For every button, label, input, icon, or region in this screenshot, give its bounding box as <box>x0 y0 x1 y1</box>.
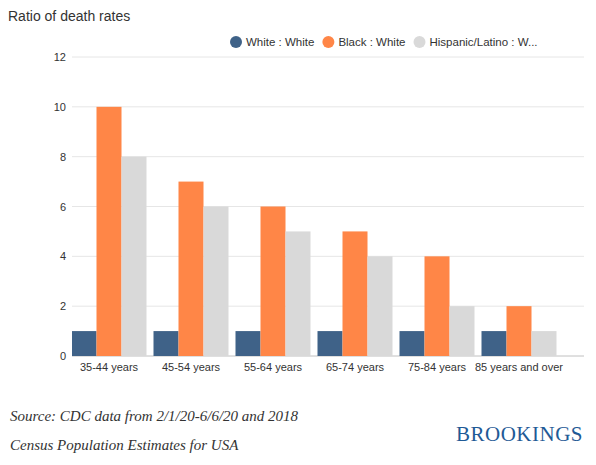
bar <box>204 207 229 357</box>
grid-line <box>72 256 584 257</box>
source-note: Source: CDC data from 2/1/20-6/6/20 and … <box>10 408 299 424</box>
legend-label: Hispanic/Latino : W... <box>430 36 538 48</box>
grid-line <box>72 57 584 58</box>
legend-label: Black : White <box>338 36 405 48</box>
x-tick-label: 55-64 years <box>244 361 303 373</box>
bar <box>368 256 393 356</box>
bar <box>179 182 204 356</box>
y-tick-label: 2 <box>60 300 66 312</box>
y-tick-label: 6 <box>60 201 66 213</box>
source-note: Census Population Estimates for USA <box>10 437 239 453</box>
bars <box>72 107 557 356</box>
bar <box>72 331 97 356</box>
legend-marker <box>414 36 426 48</box>
grid-line <box>72 106 584 107</box>
grid <box>72 57 584 356</box>
bar <box>482 331 507 356</box>
legend-label: White : White <box>246 36 314 48</box>
brand-logo: BROOKINGS <box>456 422 583 446</box>
legend-marker <box>230 36 242 48</box>
x-tick-label: 85 years and over <box>475 361 563 373</box>
y-axis-label: Ratio of death rates <box>8 8 130 24</box>
legend-marker <box>322 36 334 48</box>
x-tick-label: 75-84 years <box>408 361 467 373</box>
x-tick-label: 45-54 years <box>162 361 221 373</box>
x-tick-label: 65-74 years <box>326 361 385 373</box>
bar <box>425 256 450 356</box>
bar <box>532 331 557 356</box>
bar <box>286 231 311 356</box>
y-tick-label: 0 <box>60 350 66 362</box>
bar <box>318 331 343 356</box>
y-tick-label: 10 <box>54 101 66 113</box>
chart: Ratio of death rates 0 2 4 6 8 10 12 35-44 years… <box>0 0 596 465</box>
y-tick-label: 12 <box>54 51 66 63</box>
bar <box>343 231 368 356</box>
y-tick-label: 4 <box>60 250 66 262</box>
bar <box>261 207 286 357</box>
bar <box>450 306 475 356</box>
bar <box>507 306 532 356</box>
bar <box>236 331 261 356</box>
bar <box>400 331 425 356</box>
grid-line <box>72 156 584 157</box>
grid-line <box>72 206 584 207</box>
y-tick-label: 8 <box>60 151 66 163</box>
bar <box>122 157 147 356</box>
bar <box>154 331 179 356</box>
legend: White : White Black : White Hispanic/Latin… <box>230 36 538 48</box>
bar <box>97 107 122 356</box>
x-tick-label: 35-44 years <box>80 361 139 373</box>
